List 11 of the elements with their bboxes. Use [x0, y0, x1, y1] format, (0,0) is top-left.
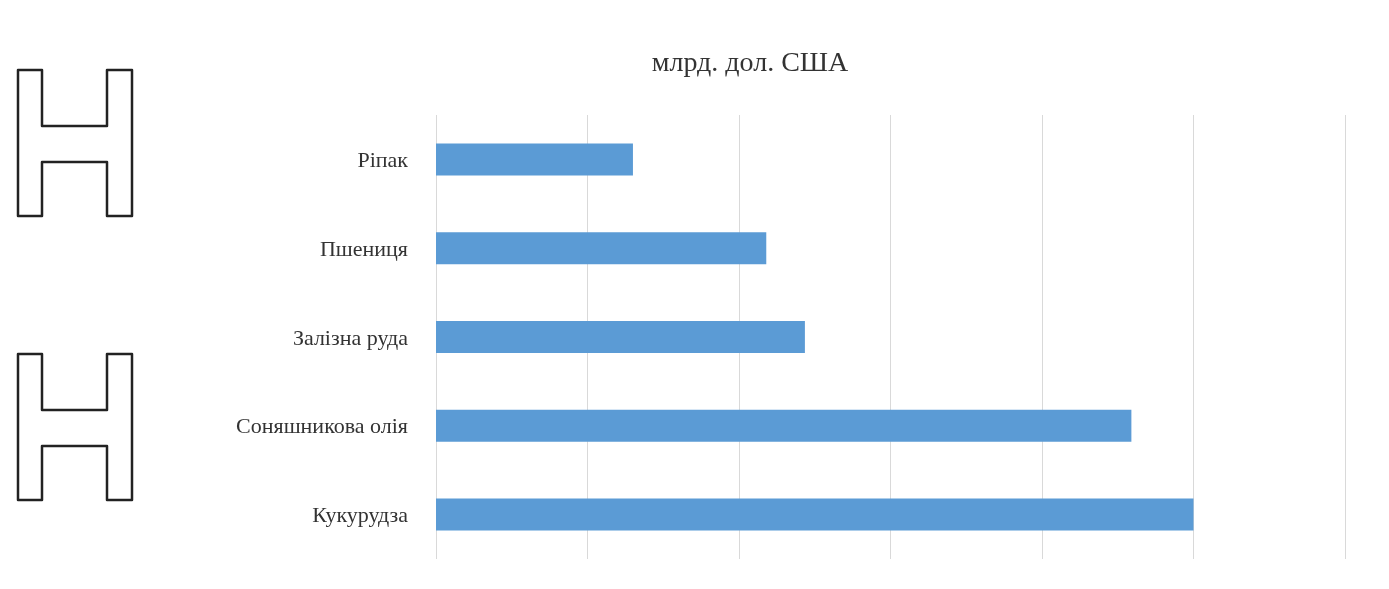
bar [436, 321, 805, 353]
chart-title: млрд. дол. США [651, 45, 850, 77]
y-tick-label: Соняшникова олія [236, 413, 408, 439]
bar [436, 498, 1194, 531]
y-tick-label: Пшениця [319, 235, 408, 261]
y-tick-label: Залізна руда [292, 324, 409, 350]
y-tick-label: Ріпак [357, 146, 409, 172]
bar [436, 143, 633, 176]
bar [436, 409, 1132, 442]
y-tick-label: Кукурудза [312, 502, 409, 528]
bar [436, 232, 767, 265]
